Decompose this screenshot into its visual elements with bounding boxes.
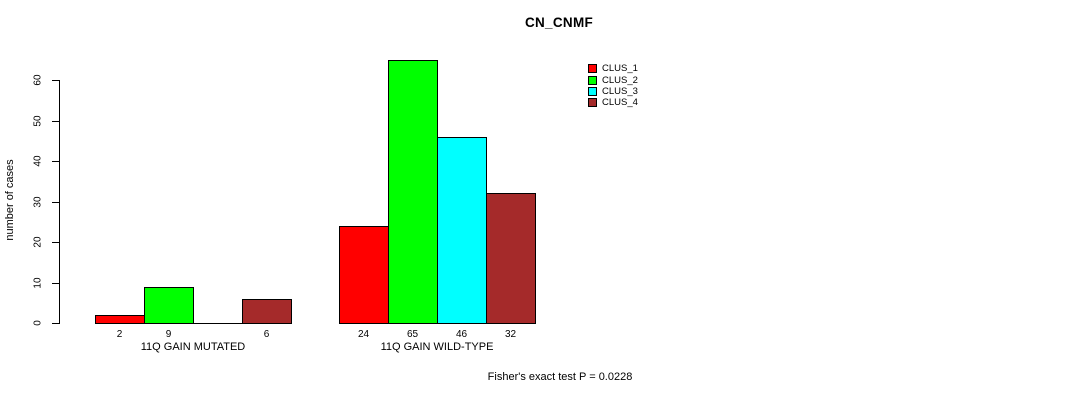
legend-swatch <box>588 86 597 96</box>
bar <box>95 315 145 324</box>
legend-label: CLUS_3 <box>602 85 638 97</box>
legend-label: CLUS_4 <box>602 97 638 109</box>
legend-item: CLUS_4 <box>588 97 638 108</box>
bar-value-label: 9 <box>165 329 172 340</box>
bar <box>437 137 487 324</box>
bar-value-label: 24 <box>357 329 370 340</box>
bar <box>486 193 536 324</box>
bar-value-label: 46 <box>455 329 468 340</box>
y-tick-mark <box>52 323 59 324</box>
bar <box>144 287 194 324</box>
legend-label: CLUS_2 <box>602 74 638 86</box>
y-tick-mark <box>52 120 59 122</box>
group-label: 11Q GAIN MUTATED <box>140 341 246 353</box>
y-tick-label: 0 <box>32 320 44 326</box>
y-tick-mark <box>52 161 59 162</box>
legend: CLUS_1 CLUS_2 CLUS_3 CLUS_4 <box>588 63 638 109</box>
bar-value-label: 6 <box>263 329 270 340</box>
y-tick-mark <box>52 282 59 284</box>
y-tick-mark <box>52 242 59 243</box>
bar <box>242 299 292 324</box>
legend-swatch <box>588 75 597 85</box>
bar <box>388 60 438 324</box>
bar-value-label: 32 <box>504 329 517 340</box>
bar-zero-line <box>193 323 243 324</box>
legend-item: CLUS_1 <box>588 63 638 74</box>
group-label: 11Q GAIN WILD-TYPE <box>380 341 494 353</box>
y-tick-label: 20 <box>32 236 44 248</box>
pvalue-text: Fisher's exact test P = 0.0228 <box>487 371 633 383</box>
y-tick-label: 40 <box>32 155 44 167</box>
legend-item: CLUS_3 <box>588 86 638 97</box>
y-axis-label: number of cases <box>4 159 16 241</box>
y-tick-label: 50 <box>32 114 44 127</box>
y-tick-mark <box>52 80 59 81</box>
legend-item: CLUS_2 <box>588 74 638 86</box>
y-tick-label: 30 <box>32 195 44 208</box>
y-tick-label: 60 <box>32 74 44 86</box>
legend-swatch <box>588 98 597 108</box>
chart-title: CN_CNMF <box>524 15 594 30</box>
y-tick-label: 10 <box>32 276 44 289</box>
legend-swatch <box>588 64 597 74</box>
bar-value-label: 2 <box>116 329 123 340</box>
y-axis-line <box>59 80 60 324</box>
y-tick-mark <box>52 201 59 203</box>
bar-value-label: 65 <box>406 329 419 340</box>
bar <box>339 226 389 324</box>
legend-label: CLUS_1 <box>602 63 638 75</box>
